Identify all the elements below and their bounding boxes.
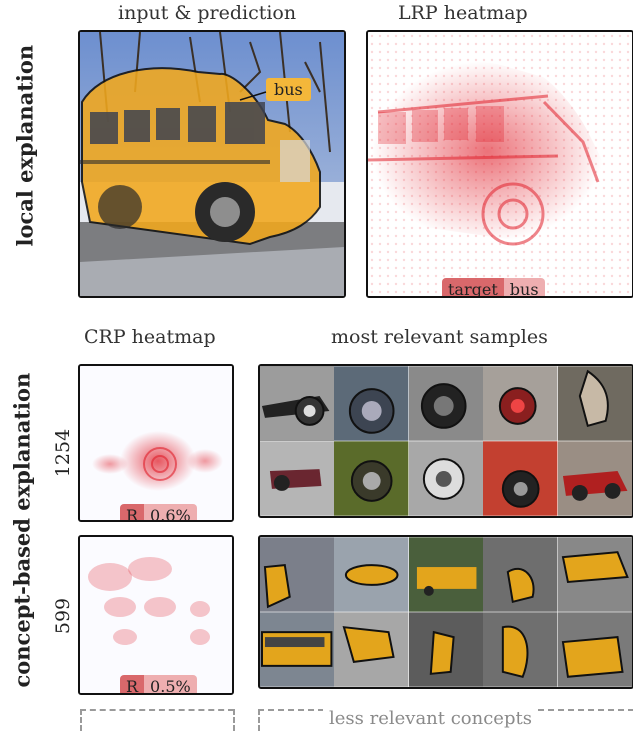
concept-explanation-label: concept-based explanation [9,372,35,688]
sample-image [483,612,558,687]
relevance-chip-1254-label: R [120,504,145,520]
footer-dash-left [80,709,234,711]
sample-image [557,366,632,441]
sample-image [334,612,409,687]
target-chip: target bus [442,278,545,296]
crp-heatmap-1254-image [80,366,232,520]
target-chip-label: target [442,278,504,296]
tag-pointer [239,91,267,101]
sample-image [483,366,558,441]
sample-image [334,441,409,516]
target-chip-value: bus [503,278,545,296]
sample-image [260,441,335,516]
concept-id-1254: 1254 [52,428,74,478]
samples-1254 [258,364,633,518]
sample-image [408,537,484,612]
bus-photo [80,32,344,296]
sample-image [483,441,558,516]
sample-image [557,537,632,612]
sample-image [334,537,409,612]
crp-heatmap-599: R 0.5% [78,535,234,695]
relevance-chip-1254: R 0.6% [120,504,197,520]
lrp-heatmap-image [368,32,632,296]
relevant-samples-title: most relevant samples [331,326,548,348]
lrp-heatmap: target bus [366,30,633,298]
sample-image [557,441,632,516]
footer-dash-right-tick [258,709,260,731]
samples-599 [258,535,633,689]
relevance-chip-1254-value: 0.6% [144,504,197,520]
sample-image [408,612,484,687]
crp-heatmap-1254: R 0.6% [78,364,234,522]
crp-heatmap-title: CRP heatmap [84,326,216,348]
footer-dash-left-tick-b [233,709,235,731]
sample-image [557,612,632,687]
local-explanation-label: local explanation [12,44,38,247]
sample-image [483,537,558,612]
footer-text: less relevant concepts [323,708,538,729]
sample-image [260,537,335,612]
relevance-chip-599: R 0.5% [120,675,197,693]
relevance-chip-599-label: R [120,675,145,693]
sample-image [260,612,335,687]
sample-image [334,366,409,441]
sample-image [260,366,335,441]
prediction-tag: bus [266,78,311,101]
sample-image [408,366,484,441]
relevance-chip-599-value: 0.5% [144,675,197,693]
input-prediction-title: input & prediction [118,2,297,24]
sample-image [408,441,484,516]
crp-heatmap-599-image [80,537,232,693]
input-image: bus [78,30,346,298]
footer-dash-left-tick-a [80,709,82,731]
concept-id-599: 599 [52,597,74,635]
lrp-heatmap-title: LRP heatmap [398,2,528,24]
